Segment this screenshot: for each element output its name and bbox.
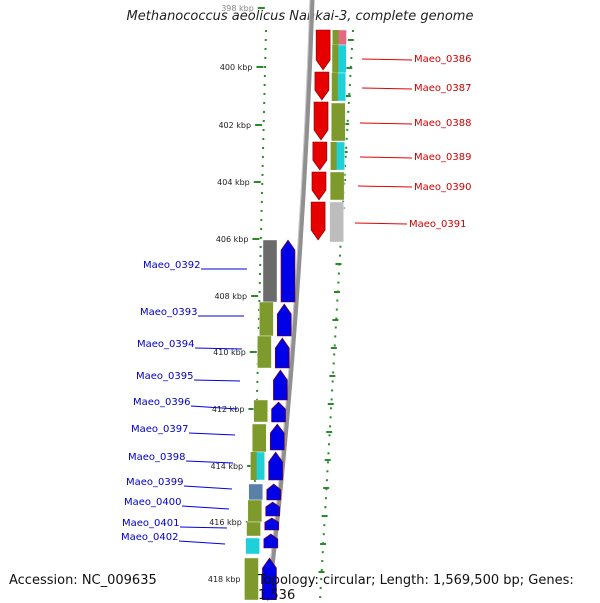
tick-label: 414 kbp bbox=[211, 462, 244, 471]
reverse-gene-leader bbox=[183, 485, 233, 490]
reverse-gene-arrow bbox=[265, 501, 281, 517]
reverse-gene-leader bbox=[178, 540, 226, 545]
reverse-cog-block bbox=[246, 521, 261, 537]
forward-gene-arrow bbox=[315, 29, 331, 71]
forward-gene-label: Maeo_0391 bbox=[409, 219, 466, 230]
tick-label: 412 kbp bbox=[212, 405, 245, 414]
reverse-gene-leader bbox=[188, 432, 236, 436]
reverse-gene-leader bbox=[194, 347, 243, 350]
reverse-gene-arrow bbox=[263, 533, 279, 549]
reverse-gene-leader bbox=[179, 526, 228, 529]
reverse-cog-block bbox=[253, 399, 268, 423]
tick-label: 408 kbp bbox=[214, 292, 247, 301]
forward-gene-label: Maeo_0387 bbox=[414, 83, 471, 94]
tick-label: 398 kbp bbox=[221, 4, 254, 13]
forward-gene-label: Maeo_0389 bbox=[414, 152, 471, 163]
forward-cog-block bbox=[331, 102, 346, 142]
reverse-gene-label: Maeo_0393 bbox=[140, 307, 197, 318]
tick-label: 416 kbp bbox=[209, 518, 242, 527]
forward-gene-leader bbox=[359, 122, 413, 125]
reverse-gene-leader bbox=[193, 379, 241, 382]
reverse-gene-label: Maeo_0398 bbox=[128, 452, 185, 463]
reverse-cog-block bbox=[257, 335, 272, 369]
reverse-gene-label: Maeo_0401 bbox=[122, 518, 179, 529]
forward-gene-leader bbox=[357, 185, 413, 188]
forward-cog-block bbox=[332, 30, 339, 45]
forward-gene-arrow bbox=[312, 141, 328, 171]
reverse-gene-arrow bbox=[262, 557, 277, 600]
reverse-gene-arrow bbox=[269, 423, 285, 451]
forward-gene-label: Maeo_0386 bbox=[414, 54, 471, 65]
reverse-cog-block bbox=[259, 301, 274, 337]
reverse-cog-block bbox=[252, 423, 267, 453]
forward-cog-block bbox=[330, 142, 337, 170]
reverse-gene-label: Maeo_0399 bbox=[126, 477, 183, 488]
reverse-cog-block bbox=[247, 499, 263, 523]
reverse-gene-label: Maeo_0396 bbox=[133, 397, 190, 408]
reverse-gene-label: Maeo_0397 bbox=[131, 424, 188, 435]
tick-label: 410 kbp bbox=[213, 348, 246, 357]
forward-gene-leader bbox=[361, 58, 413, 61]
reverse-cog-block bbox=[250, 452, 257, 480]
forward-cog-block bbox=[329, 171, 345, 201]
forward-cog-block bbox=[331, 73, 338, 101]
forward-cog-block bbox=[332, 45, 339, 73]
reverse-gene-arrow bbox=[274, 337, 290, 369]
reverse-gene-leader bbox=[185, 460, 234, 464]
tick-label: 406 kbp bbox=[216, 235, 249, 244]
tick-label: 404 kbp bbox=[217, 178, 250, 187]
reverse-gene-arrow bbox=[271, 401, 286, 423]
reverse-gene-arrow bbox=[273, 369, 288, 401]
forward-gene-arrow bbox=[311, 171, 327, 201]
reverse-cog-block bbox=[262, 239, 278, 303]
reverse-gene-label: Maeo_0395 bbox=[136, 371, 193, 382]
forward-gene-arrow bbox=[313, 101, 329, 141]
reverse-cog-block bbox=[244, 557, 259, 600]
reverse-gene-arrow bbox=[268, 451, 283, 481]
forward-gene-arrow bbox=[310, 201, 326, 241]
reverse-gene-label: Maeo_0394 bbox=[137, 339, 194, 350]
reverse-gene-arrow bbox=[264, 517, 280, 531]
reverse-gene-label: Maeo_0400 bbox=[124, 497, 181, 508]
forward-gene-label: Maeo_0388 bbox=[414, 118, 471, 129]
reverse-gene-arrow bbox=[280, 239, 296, 303]
tick-label: 402 kbp bbox=[218, 121, 251, 130]
tick-label: 418 kbp bbox=[208, 575, 241, 584]
reverse-gene-leader bbox=[190, 405, 238, 410]
reverse-gene-arrow bbox=[266, 483, 282, 501]
forward-cog-block bbox=[329, 201, 344, 243]
reverse-gene-leader bbox=[181, 505, 230, 510]
tick-label: 400 kbp bbox=[220, 63, 253, 72]
reverse-cog-block bbox=[245, 537, 260, 555]
topology-label: Topology: circular; Length: 1,569,500 bp… bbox=[258, 573, 574, 603]
forward-gene-label: Maeo_0390 bbox=[414, 182, 471, 193]
forward-gene-leader bbox=[361, 87, 413, 90]
forward-gene-leader bbox=[354, 222, 408, 225]
forward-gene-arrow bbox=[314, 71, 330, 101]
reverse-gene-label: Maeo_0402 bbox=[121, 532, 178, 543]
genome-title: Methanococcus aeolicus Nankai-3, complet… bbox=[126, 9, 474, 24]
forward-gene-leader bbox=[359, 156, 413, 159]
reverse-cog-block bbox=[248, 483, 263, 501]
reverse-gene-label: Maeo_0392 bbox=[143, 260, 200, 271]
reverse-gene-arrow bbox=[276, 303, 292, 337]
accession-label: Accession: NC_009635 bbox=[9, 573, 157, 588]
